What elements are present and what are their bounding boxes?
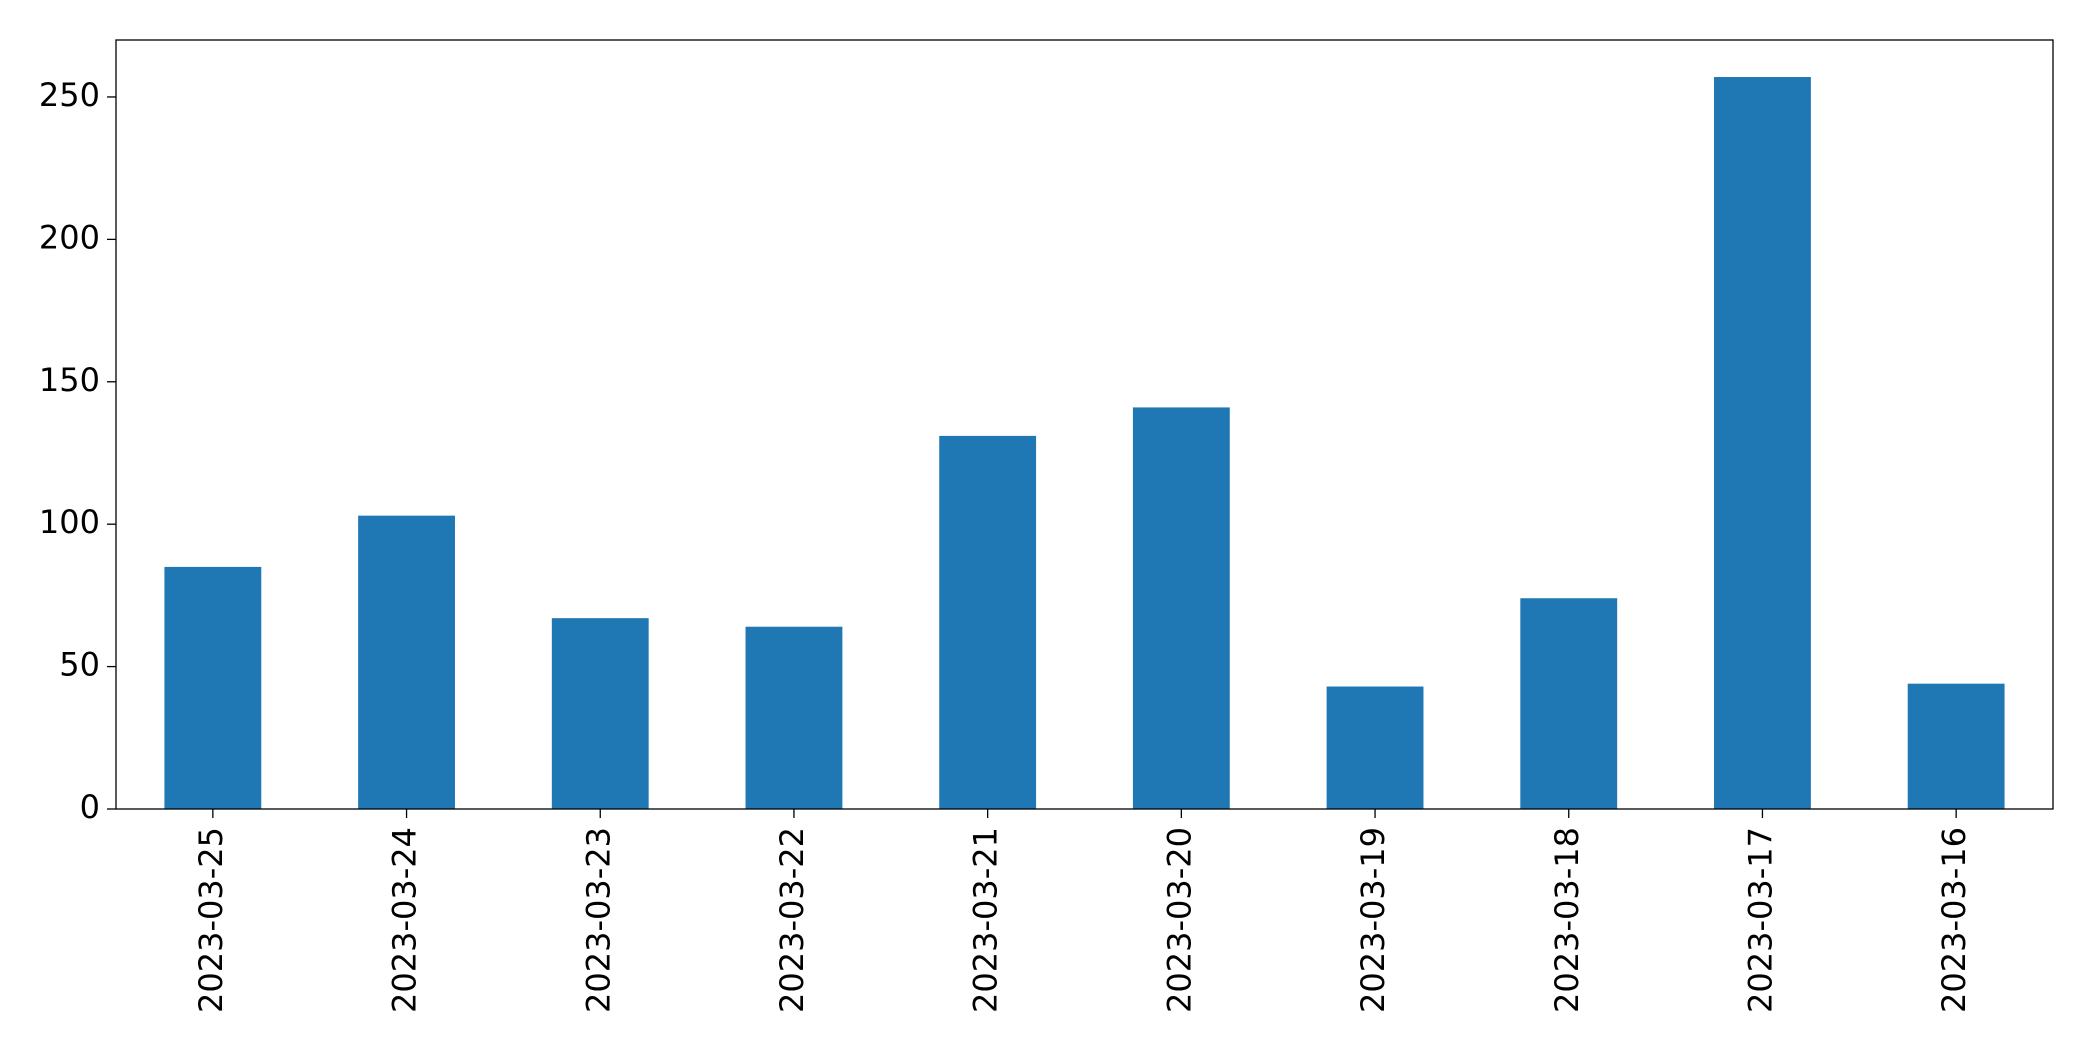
bar — [1132, 407, 1230, 809]
y-tick-label: 150 — [39, 361, 100, 399]
bar — [164, 566, 262, 809]
x-tick-label: 2023-03-25 — [192, 827, 230, 1013]
x-tick-label: 2023-03-23 — [579, 827, 617, 1013]
x-tick-label: 2023-03-19 — [1354, 827, 1392, 1013]
x-tick-label: 2023-03-16 — [1935, 827, 1973, 1013]
plot-frame — [115, 39, 2054, 810]
bar — [1714, 77, 1811, 809]
bar — [1907, 683, 2005, 809]
bar — [551, 618, 649, 809]
x-tick-label: 2023-03-22 — [773, 827, 811, 1013]
bar — [358, 515, 455, 809]
x-tick-label: 2023-03-20 — [1160, 827, 1198, 1013]
y-tick-label: 0 — [80, 788, 100, 826]
bar — [1520, 598, 1618, 809]
y-tick-label: 200 — [39, 218, 100, 256]
bar — [939, 435, 1037, 809]
x-tick-label: 2023-03-17 — [1741, 827, 1779, 1013]
y-tick-label: 100 — [39, 503, 100, 541]
y-tick-label: 250 — [39, 76, 100, 114]
y-tick-label: 50 — [59, 646, 100, 684]
bar — [745, 626, 843, 809]
x-tick-label: 2023-03-18 — [1548, 827, 1586, 1013]
x-tick-label: 2023-03-21 — [967, 827, 1005, 1013]
x-tick-label: 2023-03-24 — [386, 827, 424, 1013]
bar — [1326, 686, 1424, 809]
